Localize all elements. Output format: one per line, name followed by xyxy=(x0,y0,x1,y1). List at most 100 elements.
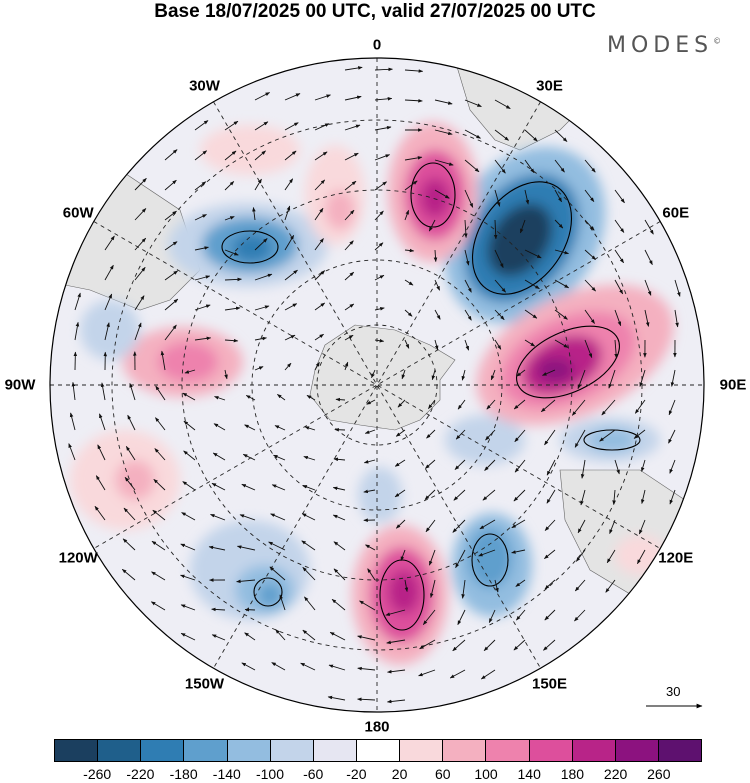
wind-vector xyxy=(637,549,646,565)
wind-vector xyxy=(180,543,196,551)
contour-lines xyxy=(221,162,641,631)
wind-vector xyxy=(634,399,646,414)
wind-vector xyxy=(422,609,436,625)
wind-vector xyxy=(554,129,568,142)
wind-vector xyxy=(284,122,299,131)
wind-vector xyxy=(669,489,676,505)
wind-vector xyxy=(674,309,679,328)
wind-vector xyxy=(302,484,316,491)
wind-vector xyxy=(544,519,556,531)
wind-vector xyxy=(164,149,178,161)
wind-vector-field xyxy=(68,66,681,704)
wind-vector xyxy=(155,417,166,431)
longitude-label: 30E xyxy=(536,77,563,95)
wind-vector xyxy=(183,420,196,431)
wind-vector xyxy=(284,235,295,251)
wind-vector xyxy=(224,369,228,380)
wind-vector xyxy=(164,324,177,341)
wind-vector xyxy=(404,248,415,253)
reference-vector-label: 30 xyxy=(666,684,681,699)
wind-vector xyxy=(359,600,376,611)
longitude-label: 60E xyxy=(662,204,690,221)
wind-vector xyxy=(314,94,331,101)
wind-vector xyxy=(274,425,286,431)
wind-vector xyxy=(494,159,506,174)
colorbar-swatch xyxy=(443,740,487,761)
wind-vector xyxy=(404,180,418,191)
wind-vector xyxy=(302,566,316,581)
wind-vector xyxy=(670,369,676,387)
wind-vector xyxy=(152,509,166,521)
wind-vector xyxy=(268,541,286,551)
wind-vector xyxy=(425,459,436,469)
wind-vector xyxy=(575,549,586,562)
wind-vector xyxy=(181,512,196,521)
wind-vector xyxy=(461,579,466,599)
wind-vector xyxy=(211,607,226,612)
map-boundary xyxy=(49,57,705,713)
wind-vector xyxy=(134,237,147,251)
brand-logo: MODES© xyxy=(607,33,721,58)
wind-vector xyxy=(333,568,346,581)
wind-vector xyxy=(394,459,406,467)
wind-vector xyxy=(164,298,179,311)
wind-vector xyxy=(599,429,616,442)
wind-vector xyxy=(275,629,286,641)
wind-vector xyxy=(374,274,385,281)
wind-vector xyxy=(213,423,226,431)
wind-vector xyxy=(182,481,196,491)
wind-vector xyxy=(104,235,115,251)
wind-vector xyxy=(254,121,269,131)
wind-vector xyxy=(524,309,538,319)
wind-vector xyxy=(385,609,406,616)
wind-vector xyxy=(74,321,80,341)
wind-vector xyxy=(374,125,392,131)
wind-vector xyxy=(614,459,620,475)
wind-vector xyxy=(457,609,466,626)
wind-vector xyxy=(180,604,196,611)
wind-vector xyxy=(344,240,354,251)
wind-vector xyxy=(464,129,481,139)
wind-vector xyxy=(277,394,286,401)
wind-vector xyxy=(244,424,256,431)
wind-vector xyxy=(357,635,376,641)
wind-vector xyxy=(224,249,239,256)
wind-vector xyxy=(464,189,474,208)
wind-vector xyxy=(404,156,423,161)
wind-vector xyxy=(224,338,239,343)
wind-vector xyxy=(104,264,114,281)
wind-vector xyxy=(584,279,596,292)
longitude-label: 120E xyxy=(658,549,694,566)
wind-vector xyxy=(464,99,482,108)
wind-vector xyxy=(580,489,586,506)
colorbar-tick-label: 100 xyxy=(474,766,498,782)
wind-vector xyxy=(386,699,406,704)
colorbar-swatch xyxy=(55,740,99,761)
colorbar-swatch xyxy=(184,740,228,761)
wind-vector xyxy=(134,177,147,191)
colorbar-tick-labels: -260 -220 -180 -140 -100 -60 -20 20 60 100 140 180 2… xyxy=(54,766,702,783)
wind-vector xyxy=(160,350,166,371)
wind-vector xyxy=(269,566,286,581)
wind-vector xyxy=(306,395,316,401)
wind-vector xyxy=(273,454,286,461)
wind-vector xyxy=(543,639,556,651)
wind-vector xyxy=(127,414,136,431)
colorbar-tick-label: -20 xyxy=(346,766,367,782)
longitude-label: 120W xyxy=(58,549,98,566)
wind-vector xyxy=(194,181,207,191)
colorbar-tick-label: 60 xyxy=(435,766,451,782)
wind-vector xyxy=(284,362,292,371)
wind-vector xyxy=(104,293,113,311)
wind-vector xyxy=(224,150,237,161)
wind-vector xyxy=(363,489,376,494)
wind-vector xyxy=(357,697,376,702)
wind-vector xyxy=(434,99,453,105)
wind-vector xyxy=(424,489,436,500)
wind-vector xyxy=(284,93,301,101)
wind-vector xyxy=(129,382,136,401)
wind-vector xyxy=(374,67,393,72)
colorbar-swatch xyxy=(615,740,659,761)
wind-vector xyxy=(452,639,466,652)
wind-vector xyxy=(100,382,106,401)
